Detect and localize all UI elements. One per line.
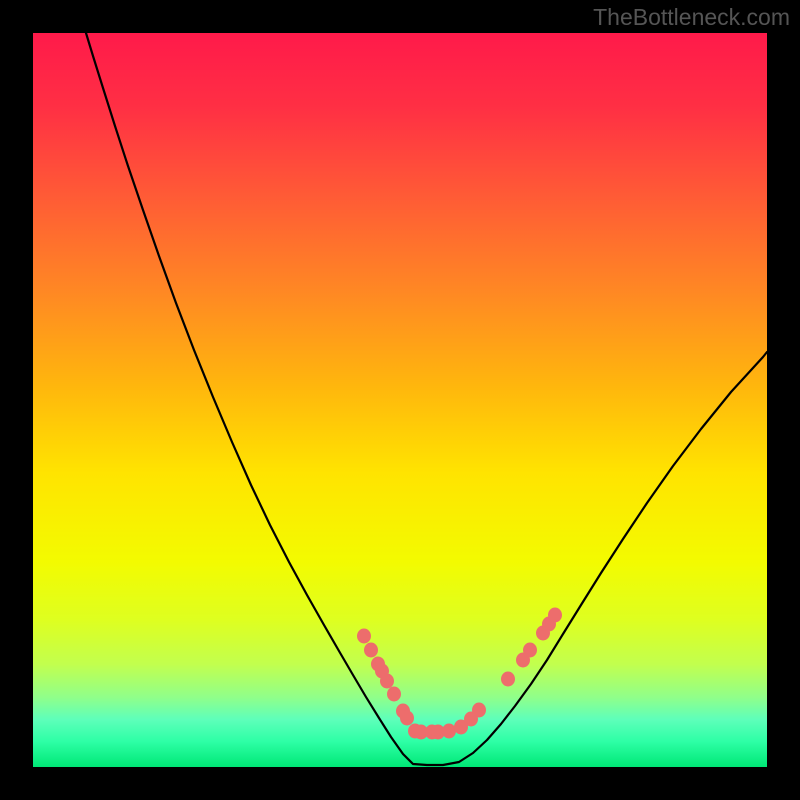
curve-marker [472, 703, 486, 718]
chart-svg [0, 0, 800, 800]
curve-marker [357, 629, 371, 644]
watermark-text: TheBottleneck.com [593, 4, 790, 31]
curve-marker [523, 643, 537, 658]
curve-marker [387, 687, 401, 702]
curve-marker [364, 643, 378, 658]
curve-marker [400, 711, 414, 726]
curve-marker [442, 724, 456, 739]
plot-background [33, 33, 767, 767]
chart-container: TheBottleneck.com [0, 0, 800, 800]
curve-marker [548, 608, 562, 623]
curve-marker [501, 672, 515, 687]
curve-marker [380, 674, 394, 689]
